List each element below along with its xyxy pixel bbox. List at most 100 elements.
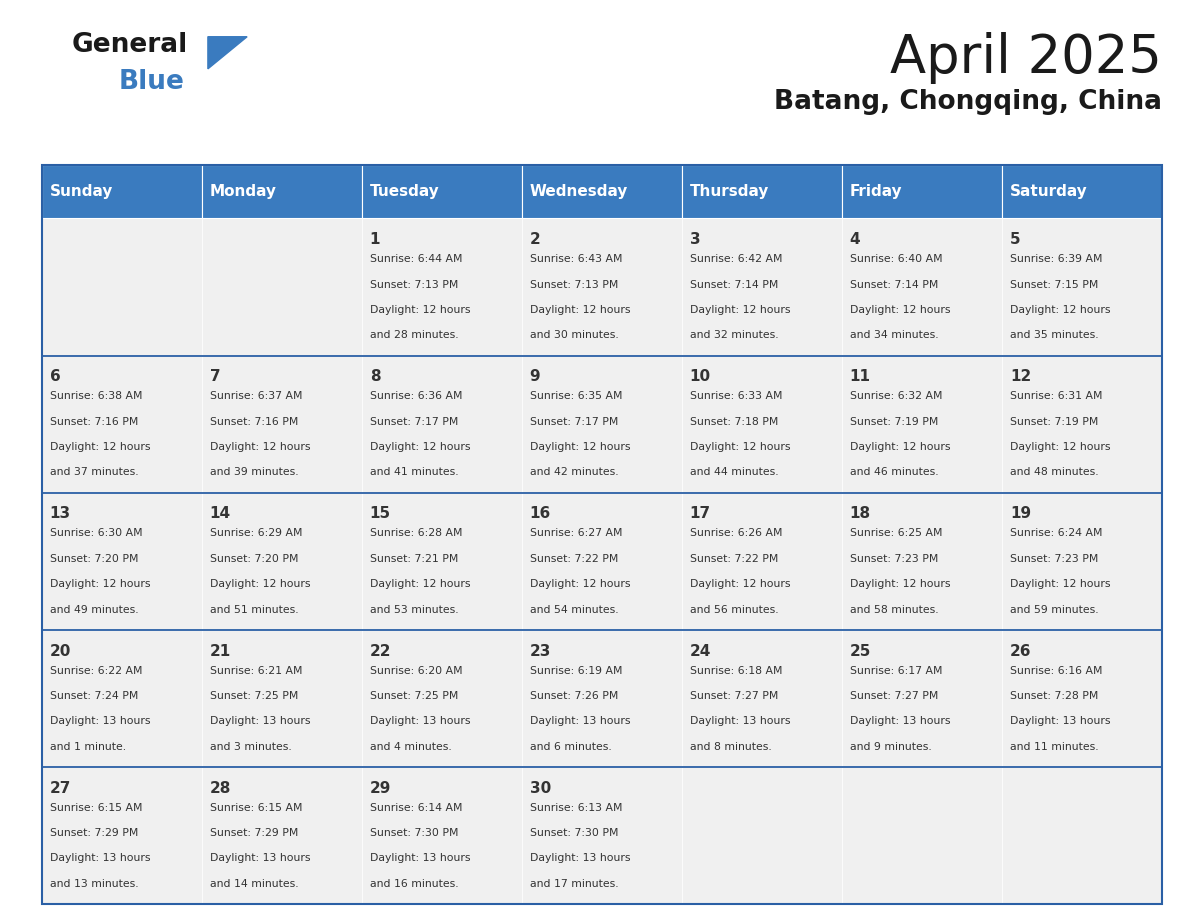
Text: Daylight: 12 hours: Daylight: 12 hours xyxy=(50,579,150,589)
Text: Sunset: 7:20 PM: Sunset: 7:20 PM xyxy=(50,554,138,564)
Text: Blue: Blue xyxy=(119,69,184,95)
Bar xyxy=(42,218,202,355)
Bar xyxy=(522,630,682,767)
Text: Sunset: 7:15 PM: Sunset: 7:15 PM xyxy=(1010,279,1098,289)
Bar xyxy=(842,165,1001,218)
Text: Sunset: 7:22 PM: Sunset: 7:22 PM xyxy=(690,554,778,564)
Text: and 11 minutes.: and 11 minutes. xyxy=(1010,742,1099,752)
Text: Daylight: 12 hours: Daylight: 12 hours xyxy=(849,305,950,315)
Text: and 35 minutes.: and 35 minutes. xyxy=(1010,330,1099,341)
Text: 16: 16 xyxy=(530,507,551,521)
Text: Daylight: 12 hours: Daylight: 12 hours xyxy=(690,442,790,452)
Text: Sunrise: 6:21 AM: Sunrise: 6:21 AM xyxy=(209,666,302,676)
Text: and 14 minutes.: and 14 minutes. xyxy=(209,879,298,889)
Text: Sunset: 7:25 PM: Sunset: 7:25 PM xyxy=(209,691,298,701)
Text: 23: 23 xyxy=(530,644,551,658)
Text: Daylight: 12 hours: Daylight: 12 hours xyxy=(530,579,630,589)
Text: Daylight: 13 hours: Daylight: 13 hours xyxy=(209,716,310,726)
Bar xyxy=(1001,767,1162,904)
Bar xyxy=(522,355,682,493)
Text: Sunset: 7:25 PM: Sunset: 7:25 PM xyxy=(369,691,459,701)
Bar xyxy=(361,767,522,904)
Text: and 41 minutes.: and 41 minutes. xyxy=(369,467,459,477)
Text: and 54 minutes.: and 54 minutes. xyxy=(530,605,618,614)
Text: Sunset: 7:20 PM: Sunset: 7:20 PM xyxy=(209,554,298,564)
Text: Sunrise: 6:43 AM: Sunrise: 6:43 AM xyxy=(530,254,623,264)
Text: Daylight: 13 hours: Daylight: 13 hours xyxy=(50,716,150,726)
Text: Sunrise: 6:44 AM: Sunrise: 6:44 AM xyxy=(369,254,462,264)
Text: Sunrise: 6:31 AM: Sunrise: 6:31 AM xyxy=(1010,391,1102,401)
Text: Sunset: 7:14 PM: Sunset: 7:14 PM xyxy=(849,279,939,289)
Text: Sunrise: 6:33 AM: Sunrise: 6:33 AM xyxy=(690,391,782,401)
Text: Daylight: 12 hours: Daylight: 12 hours xyxy=(530,305,630,315)
Bar xyxy=(522,493,682,630)
Bar xyxy=(522,165,682,218)
Text: Daylight: 12 hours: Daylight: 12 hours xyxy=(209,442,310,452)
Text: Sunset: 7:29 PM: Sunset: 7:29 PM xyxy=(50,828,138,838)
Text: and 46 minutes.: and 46 minutes. xyxy=(849,467,939,477)
Text: 29: 29 xyxy=(369,781,391,796)
Text: Sunset: 7:27 PM: Sunset: 7:27 PM xyxy=(690,691,778,701)
Text: Sunset: 7:23 PM: Sunset: 7:23 PM xyxy=(849,554,939,564)
Text: Sunset: 7:29 PM: Sunset: 7:29 PM xyxy=(209,828,298,838)
Bar xyxy=(1001,218,1162,355)
Text: Sunrise: 6:32 AM: Sunrise: 6:32 AM xyxy=(849,391,942,401)
Text: Sunset: 7:23 PM: Sunset: 7:23 PM xyxy=(1010,554,1098,564)
Text: 4: 4 xyxy=(849,232,860,247)
Text: Sunset: 7:18 PM: Sunset: 7:18 PM xyxy=(690,417,778,427)
Text: Daylight: 12 hours: Daylight: 12 hours xyxy=(690,579,790,589)
Bar xyxy=(682,630,842,767)
Bar xyxy=(42,630,202,767)
Text: 7: 7 xyxy=(209,369,220,385)
Bar xyxy=(202,767,361,904)
Text: Sunrise: 6:39 AM: Sunrise: 6:39 AM xyxy=(1010,254,1102,264)
Text: and 17 minutes.: and 17 minutes. xyxy=(530,879,618,889)
Text: Sunrise: 6:14 AM: Sunrise: 6:14 AM xyxy=(369,802,462,812)
Text: Sunrise: 6:30 AM: Sunrise: 6:30 AM xyxy=(50,529,143,539)
Bar xyxy=(42,355,202,493)
Text: Sunset: 7:19 PM: Sunset: 7:19 PM xyxy=(1010,417,1098,427)
Bar xyxy=(202,630,361,767)
Text: and 8 minutes.: and 8 minutes. xyxy=(690,742,771,752)
Text: Daylight: 12 hours: Daylight: 12 hours xyxy=(1010,442,1111,452)
Text: Sunset: 7:19 PM: Sunset: 7:19 PM xyxy=(849,417,939,427)
Text: Wednesday: Wednesday xyxy=(530,185,628,199)
Text: Daylight: 13 hours: Daylight: 13 hours xyxy=(369,854,470,864)
Text: Batang, Chongqing, China: Batang, Chongqing, China xyxy=(773,89,1162,115)
Text: Sunset: 7:30 PM: Sunset: 7:30 PM xyxy=(369,828,459,838)
Text: Sunset: 7:14 PM: Sunset: 7:14 PM xyxy=(690,279,778,289)
Text: Sunset: 7:16 PM: Sunset: 7:16 PM xyxy=(50,417,138,427)
Text: and 39 minutes.: and 39 minutes. xyxy=(209,467,298,477)
Text: 9: 9 xyxy=(530,369,541,385)
Text: 30: 30 xyxy=(530,781,551,796)
Text: Daylight: 13 hours: Daylight: 13 hours xyxy=(849,716,950,726)
Bar xyxy=(1001,165,1162,218)
Text: 27: 27 xyxy=(50,781,71,796)
Text: and 9 minutes.: and 9 minutes. xyxy=(849,742,931,752)
Bar xyxy=(682,767,842,904)
Text: and 16 minutes.: and 16 minutes. xyxy=(369,879,459,889)
Text: Daylight: 13 hours: Daylight: 13 hours xyxy=(530,716,630,726)
Text: and 59 minutes.: and 59 minutes. xyxy=(1010,605,1099,614)
Bar xyxy=(1001,630,1162,767)
Text: and 42 minutes.: and 42 minutes. xyxy=(530,467,618,477)
Text: 19: 19 xyxy=(1010,507,1031,521)
Bar xyxy=(842,630,1001,767)
Text: Sunrise: 6:25 AM: Sunrise: 6:25 AM xyxy=(849,529,942,539)
Text: 18: 18 xyxy=(849,507,871,521)
Text: and 58 minutes.: and 58 minutes. xyxy=(849,605,939,614)
Bar xyxy=(202,165,361,218)
Bar xyxy=(361,493,522,630)
Text: and 37 minutes.: and 37 minutes. xyxy=(50,467,138,477)
Bar xyxy=(202,493,361,630)
Text: and 28 minutes.: and 28 minutes. xyxy=(369,330,459,341)
Text: 2: 2 xyxy=(530,232,541,247)
Text: Daylight: 12 hours: Daylight: 12 hours xyxy=(849,579,950,589)
Text: Sunrise: 6:13 AM: Sunrise: 6:13 AM xyxy=(530,802,623,812)
Text: 24: 24 xyxy=(690,644,712,658)
Text: Sunset: 7:30 PM: Sunset: 7:30 PM xyxy=(530,828,618,838)
Text: and 44 minutes.: and 44 minutes. xyxy=(690,467,778,477)
Text: Sunrise: 6:29 AM: Sunrise: 6:29 AM xyxy=(209,529,302,539)
Text: Daylight: 13 hours: Daylight: 13 hours xyxy=(530,854,630,864)
Text: 26: 26 xyxy=(1010,644,1031,658)
